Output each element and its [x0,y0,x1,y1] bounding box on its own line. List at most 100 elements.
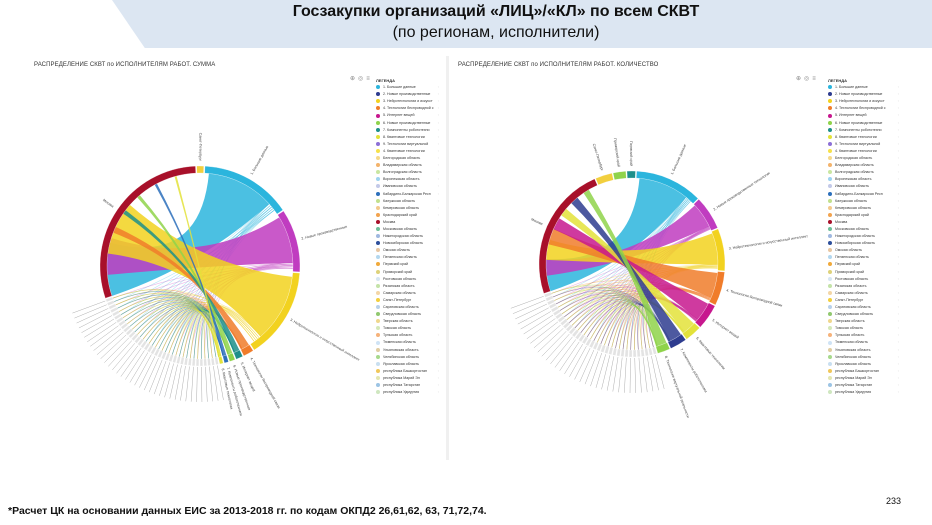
visibility-icon[interactable]: ◦ [897,113,899,118]
chord-arc[interactable] [120,322,129,330]
chord-arc[interactable] [214,357,219,365]
chord-arc[interactable] [550,305,559,313]
visibility-icon[interactable]: ◦ [437,305,439,309]
visibility-icon[interactable]: ◦ [897,234,899,239]
visibility-icon[interactable]: ◦ [897,375,899,380]
menu-icon[interactable]: ≡ [812,76,816,82]
legend-item[interactable]: 9. Технологии виртуальной ◦ [376,141,439,148]
visibility-icon[interactable]: ◦ [897,255,899,260]
legend-item[interactable]: Свердловская область ◦ [828,311,899,318]
visibility-icon[interactable]: ◦ [897,148,899,153]
legend-item[interactable]: Краснодарский край ◦ [828,212,899,219]
visibility-icon[interactable]: ◦ [437,297,439,302]
legend-item[interactable]: 3. Нейротехнологии и искусст ◦ [828,98,899,105]
chord-arc[interactable] [555,312,563,320]
visibility-icon[interactable]: ◦ [437,319,439,324]
legend-item[interactable]: 4. Квантовые технологии ◦ [828,148,899,155]
visibility-icon[interactable]: ◦ [437,361,439,366]
visibility-icon[interactable]: ◦ [897,290,899,295]
chord-arc[interactable] [640,349,645,357]
chord-ribbon[interactable] [154,183,227,357]
legend-item[interactable]: Омская область ◦ [828,247,899,254]
legend-item[interactable]: республика Марий Эл ◦ [376,375,439,382]
visibility-icon[interactable]: ◦ [437,375,439,380]
legend-item[interactable]: Тюменская область ◦ [376,339,439,346]
visibility-icon[interactable]: ◦ [437,99,439,104]
menu-icon[interactable]: ≡ [366,76,370,82]
visibility-icon[interactable]: ◦ [437,383,439,388]
legend-item[interactable]: Саратовская область ◦ [828,304,899,311]
legend-item[interactable]: Новосибирская область ◦ [376,240,439,247]
legend-item[interactable]: Ростовская область ◦ [376,276,439,283]
visibility-icon[interactable]: ◦ [897,212,899,217]
chord-arc[interactable] [176,356,181,364]
visibility-icon[interactable]: ◦ [437,141,439,146]
chord-arc[interactable] [548,302,557,309]
visibility-icon[interactable]: ◦ [897,333,899,338]
chord-arc[interactable] [207,358,211,366]
visibility-icon[interactable]: ◦ [437,333,439,338]
visibility-icon[interactable]: ◦ [437,226,439,231]
legend-item[interactable]: 1. Большие данные ◦ [828,84,899,91]
visibility-icon[interactable]: ◦ [897,184,899,189]
chord-arc[interactable] [143,342,151,351]
chord-arc[interactable] [106,300,115,306]
chord-arc[interactable] [667,333,686,349]
chord-arc[interactable] [612,171,627,180]
chord-arc[interactable] [137,338,145,346]
visibility-icon[interactable]: ◦ [437,354,439,359]
chord-arc[interactable] [612,347,617,356]
legend-item[interactable]: Волгоградская область ◦ [828,169,899,176]
legend-item[interactable]: Челябинская область ◦ [828,354,899,361]
legend-item[interactable]: Самарская область ◦ [376,290,439,297]
chord-arc[interactable] [187,358,192,366]
visibility-icon[interactable]: ◦ [437,163,439,168]
legend-item[interactable]: республика Татарстан ◦ [828,382,899,389]
visibility-icon[interactable]: ◦ [437,312,439,317]
legend-item[interactable]: 4. Квантовые технологии ◦ [376,148,439,155]
legend-item[interactable]: Ульяновская область ◦ [376,347,439,354]
chord-arc[interactable] [616,348,621,357]
legend-item[interactable]: Воронежская область ◦ [376,176,439,183]
legend-item[interactable]: 7. Компоненты робототехни ◦ [828,127,899,134]
visibility-icon[interactable]: ◦ [897,134,899,139]
chord-arc[interactable] [693,199,718,231]
chord-arc[interactable] [172,355,178,364]
chord-arc[interactable] [543,292,552,298]
legend-item[interactable]: Тюменская область ◦ [828,339,899,346]
visibility-icon[interactable]: ◦ [897,120,899,125]
visibility-icon[interactable]: ◦ [897,297,899,302]
legend-item[interactable]: Московская область ◦ [828,226,899,233]
chord-arc[interactable] [233,349,243,360]
chord-arc[interactable] [589,340,596,349]
visibility-icon[interactable]: ◦ [437,290,439,295]
legend-item[interactable]: республика Удмуртия ◦ [376,389,439,396]
legend-item[interactable]: 2. Новые производственные ◦ [376,91,439,98]
chord-arc[interactable] [131,333,139,341]
chord-arc[interactable] [626,170,636,179]
legend-item[interactable]: 8. Квантовые технологии ◦ [828,134,899,141]
visibility-icon[interactable]: ◦ [897,312,899,317]
legend-item[interactable]: Приморский край ◦ [828,269,899,276]
chord-arc[interactable] [128,330,136,339]
legend-item[interactable]: Тверская область ◦ [828,318,899,325]
visibility-icon[interactable]: ◦ [897,219,899,224]
chord-arc[interactable] [708,271,725,306]
visibility-icon[interactable]: ◦ [897,141,899,146]
chord-arc[interactable] [99,165,196,299]
visibility-icon[interactable]: ◦ [437,170,439,175]
chord-arc[interactable] [608,347,614,355]
visibility-icon[interactable]: ◦ [437,241,439,246]
legend-item[interactable]: Рязанская область ◦ [828,283,899,290]
legend-item[interactable]: Рязанская область ◦ [376,283,439,290]
visibility-icon[interactable]: ◦ [437,127,439,132]
visibility-icon[interactable]: ◦ [897,283,899,288]
chord-arc[interactable] [116,316,124,324]
visibility-icon[interactable]: ◦ [897,248,899,253]
chord-arc[interactable] [624,349,629,358]
legend-item[interactable]: Приморский край ◦ [376,269,439,276]
visibility-icon[interactable]: ◦ [437,156,439,161]
visibility-icon[interactable]: ◦ [897,319,899,324]
visibility-icon[interactable]: ◦ [897,354,899,359]
chord-arc[interactable] [110,307,119,313]
